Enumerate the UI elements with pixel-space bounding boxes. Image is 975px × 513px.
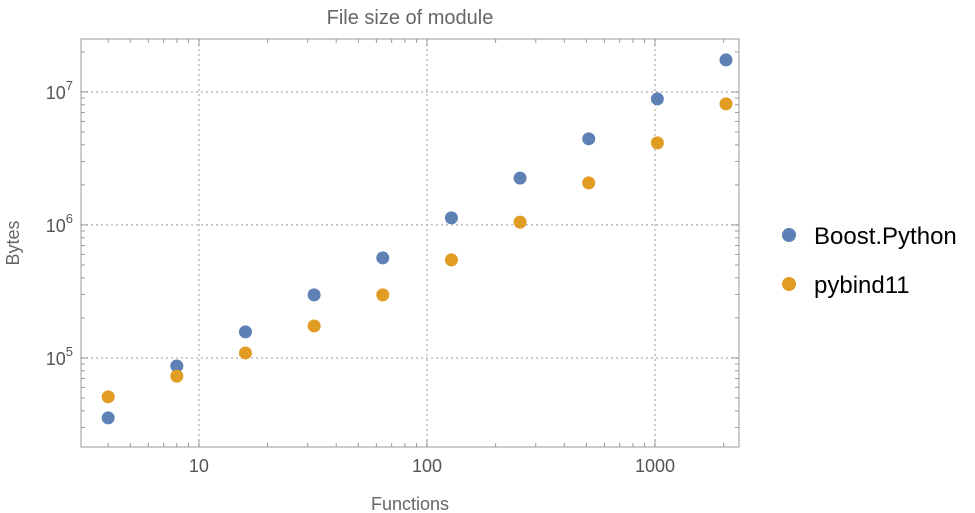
data-point-pybind11	[444, 253, 458, 267]
data-point-pybind11	[582, 176, 596, 190]
data-point-boost-python	[170, 359, 184, 373]
data-point-pybind11	[101, 390, 115, 404]
x-axis-label: Functions	[371, 494, 449, 513]
data-point-boost-python	[513, 171, 527, 185]
legend-marker	[782, 277, 796, 291]
x-tick-label: 100	[412, 456, 442, 476]
data-point-boost-python	[444, 211, 458, 225]
y-tick-label: 105	[46, 344, 73, 369]
y-tick-label: 106	[46, 211, 73, 236]
data-point-boost-python	[719, 53, 733, 67]
data-point-boost-python	[101, 411, 115, 425]
data-point-boost-python	[307, 288, 321, 302]
data-point-boost-python	[238, 325, 252, 339]
y-axis-label: Bytes	[3, 220, 23, 265]
data-point-boost-python	[582, 132, 596, 146]
legend-label: pybind11	[814, 272, 910, 299]
data-point-pybind11	[513, 215, 527, 229]
plot-frame	[80, 38, 740, 448]
legend-marker	[782, 228, 796, 242]
data-point-pybind11	[650, 136, 664, 150]
y-tick-label: 107	[46, 78, 73, 103]
legend-label: Boost.Python	[814, 223, 957, 250]
legend: Boost.Python pybind11	[782, 223, 957, 299]
x-tick-label: 10	[189, 456, 209, 476]
data-point-boost-python	[376, 251, 390, 265]
chart-title: File size of module	[327, 7, 494, 29]
data-point-pybind11	[376, 288, 390, 302]
x-tick-label: 1000	[635, 456, 675, 476]
grid	[81, 39, 739, 447]
axis-ticks: 10 100 1000 105 106 107	[46, 39, 739, 476]
data-points	[101, 53, 733, 425]
data-point-pybind11	[719, 97, 733, 111]
data-point-boost-python	[650, 92, 664, 106]
data-point-pybind11	[170, 369, 184, 383]
data-point-pybind11	[238, 346, 252, 360]
data-point-pybind11	[307, 319, 321, 333]
